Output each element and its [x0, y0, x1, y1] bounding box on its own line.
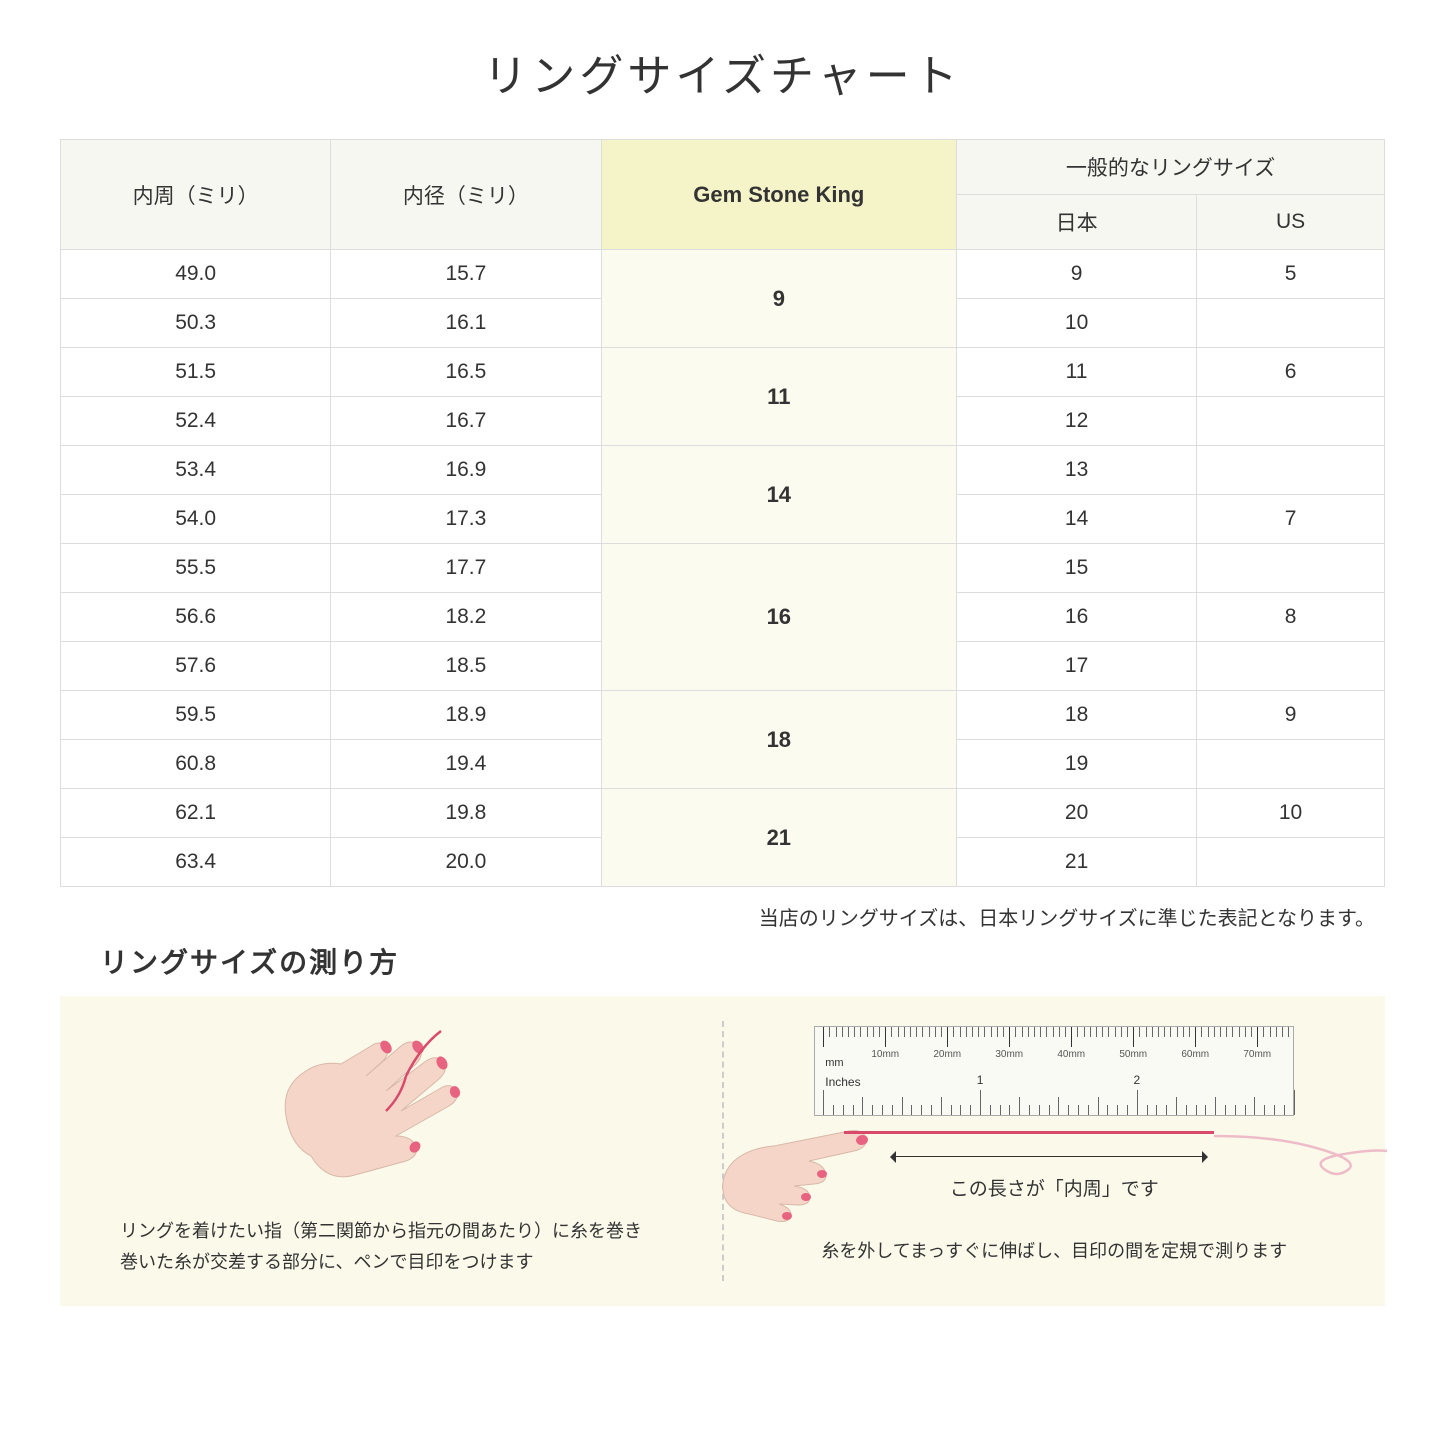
cell-circumference: 50.3	[61, 299, 331, 348]
cell-us: 8	[1197, 593, 1385, 642]
ring-size-table: 内周（ミリ） 内径（ミリ） Gem Stone King 一般的なリングサイズ …	[60, 139, 1385, 887]
page-title: リングサイズチャート	[60, 40, 1385, 104]
cell-circumference: 56.6	[61, 593, 331, 642]
cell-diameter: 18.5	[331, 642, 601, 691]
col-diameter: 内径（ミリ）	[331, 140, 601, 250]
table-row: 49.015.7995	[61, 250, 1385, 299]
cell-japan: 19	[957, 740, 1197, 789]
cell-diameter: 18.9	[331, 691, 601, 740]
cell-japan: 15	[957, 544, 1197, 593]
cell-us: 5	[1197, 250, 1385, 299]
cell-circumference: 59.5	[61, 691, 331, 740]
table-row: 62.119.8212010	[61, 789, 1385, 838]
measure-title: リングサイズの測り方	[100, 941, 1385, 981]
cell-gsk: 21	[601, 789, 957, 887]
cell-diameter: 19.8	[331, 789, 601, 838]
panel1-caption: リングを着けたい指（第二関節から指元の間あたり）に糸を巻き巻いた糸が交差する部分…	[80, 1216, 702, 1277]
panel-step2: 10mm20mm30mm40mm50mm60mm70mm mm Inches 1…	[724, 996, 1386, 1306]
cell-japan: 11	[957, 348, 1197, 397]
cell-gsk: 18	[601, 691, 957, 789]
table-row: 55.517.71615	[61, 544, 1385, 593]
cell-us	[1197, 397, 1385, 446]
cell-circumference: 63.4	[61, 838, 331, 887]
cell-diameter: 17.7	[331, 544, 601, 593]
cell-circumference: 57.6	[61, 642, 331, 691]
instructions-panel: リングを着けたい指（第二関節から指元の間あたり）に糸を巻き巻いた糸が交差する部分…	[60, 996, 1385, 1306]
table-row: 59.518.918189	[61, 691, 1385, 740]
cell-diameter: 20.0	[331, 838, 601, 887]
cell-diameter: 16.1	[331, 299, 601, 348]
cell-us	[1197, 838, 1385, 887]
col-circumference: 内周（ミリ）	[61, 140, 331, 250]
cell-circumference: 51.5	[61, 348, 331, 397]
table-row: 53.416.91413	[61, 446, 1385, 495]
cell-diameter: 18.2	[331, 593, 601, 642]
cell-japan: 18	[957, 691, 1197, 740]
cell-japan: 21	[957, 838, 1197, 887]
cell-japan: 20	[957, 789, 1197, 838]
cell-gsk: 11	[601, 348, 957, 446]
cell-gsk: 16	[601, 544, 957, 691]
col-general: 一般的なリングサイズ	[957, 140, 1385, 195]
hand-point-illustration	[714, 1086, 894, 1226]
cell-us: 7	[1197, 495, 1385, 544]
panel2-caption: 糸を外してまっすぐに伸ばし、目印の間を定規で測ります	[744, 1236, 1366, 1267]
thread-line	[844, 1131, 1214, 1134]
cell-gsk: 9	[601, 250, 957, 348]
cell-us: 9	[1197, 691, 1385, 740]
cell-circumference: 55.5	[61, 544, 331, 593]
cell-circumference: 60.8	[61, 740, 331, 789]
cell-japan: 16	[957, 593, 1197, 642]
col-gsk: Gem Stone King	[601, 140, 957, 250]
col-japan: 日本	[957, 195, 1197, 250]
table-row: 51.516.511116	[61, 348, 1385, 397]
mm-label: mm	[825, 1057, 843, 1069]
cell-diameter: 16.7	[331, 397, 601, 446]
cell-diameter: 17.3	[331, 495, 601, 544]
cell-us	[1197, 740, 1385, 789]
arrow-label: この長さが「内周」です	[744, 1174, 1366, 1201]
cell-circumference: 49.0	[61, 250, 331, 299]
col-us: US	[1197, 195, 1385, 250]
cell-japan: 14	[957, 495, 1197, 544]
measurement-arrow	[894, 1156, 1204, 1157]
cell-us	[1197, 544, 1385, 593]
cell-diameter: 19.4	[331, 740, 601, 789]
cell-us	[1197, 299, 1385, 348]
cell-us	[1197, 446, 1385, 495]
cell-gsk: 14	[601, 446, 957, 544]
cell-japan: 17	[957, 642, 1197, 691]
cell-circumference: 52.4	[61, 397, 331, 446]
thread-curl	[1209, 1121, 1389, 1181]
cell-japan: 9	[957, 250, 1197, 299]
cell-us: 6	[1197, 348, 1385, 397]
hand-wrap-illustration	[231, 1016, 551, 1206]
cell-circumference: 54.0	[61, 495, 331, 544]
cell-japan: 12	[957, 397, 1197, 446]
cell-japan: 10	[957, 299, 1197, 348]
panel-step1: リングを着けたい指（第二関節から指元の間あたり）に糸を巻き巻いた糸が交差する部分…	[60, 996, 722, 1306]
cell-us: 10	[1197, 789, 1385, 838]
cell-diameter: 16.9	[331, 446, 601, 495]
cell-japan: 13	[957, 446, 1197, 495]
cell-us	[1197, 642, 1385, 691]
cell-diameter: 16.5	[331, 348, 601, 397]
footnote: 当店のリングサイズは、日本リングサイズに準じた表記となります。	[60, 902, 1385, 931]
cell-circumference: 53.4	[61, 446, 331, 495]
cell-circumference: 62.1	[61, 789, 331, 838]
cell-diameter: 15.7	[331, 250, 601, 299]
